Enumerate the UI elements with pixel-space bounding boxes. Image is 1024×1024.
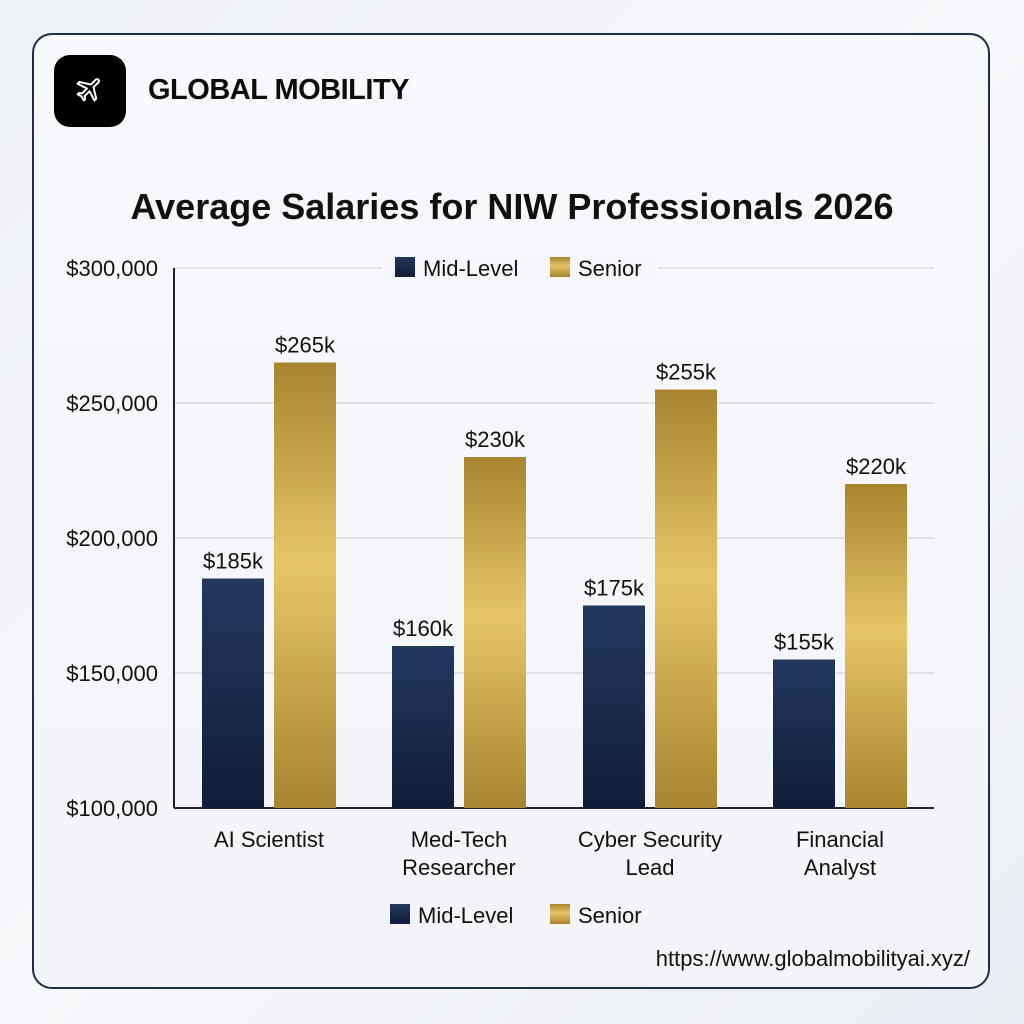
- x-tick-label: Lead: [626, 855, 675, 880]
- legend-label: Mid-Level: [423, 256, 518, 281]
- legend-label: Senior: [578, 256, 642, 281]
- x-tick-label: AI Scientist: [214, 827, 324, 852]
- bar-senior: [655, 389, 717, 808]
- data-label: $175k: [584, 576, 645, 601]
- bar-senior: [845, 484, 907, 808]
- bar-senior: [274, 362, 336, 808]
- legend-swatch-mid-level: [395, 257, 415, 277]
- legend-label: Mid-Level: [418, 903, 513, 928]
- bar-mid-level: [583, 605, 645, 808]
- legend-swatch-mid-level: [390, 904, 410, 924]
- x-tick-label: Analyst: [804, 855, 876, 880]
- data-label: $155k: [774, 630, 835, 655]
- brand-logo: [54, 55, 126, 127]
- x-tick-label: Researcher: [402, 855, 516, 880]
- bar-senior: [464, 457, 526, 808]
- data-label: $160k: [393, 616, 454, 641]
- y-tick-label: $150,000: [66, 661, 158, 686]
- x-tick-label: Med-Tech: [411, 827, 508, 852]
- legend-label: Senior: [578, 903, 642, 928]
- y-tick-label: $100,000: [66, 796, 158, 821]
- data-label: $255k: [656, 360, 717, 385]
- x-tick-label: Cyber Security: [578, 827, 722, 852]
- bar-mid-level: [392, 646, 454, 808]
- data-label: $230k: [465, 427, 526, 452]
- chart-title: Average Salaries for NIW Professionals 2…: [130, 186, 894, 227]
- bar-mid-level: [202, 578, 264, 808]
- data-label: $265k: [275, 333, 336, 358]
- airplane-icon: [75, 74, 105, 109]
- data-label: $220k: [846, 454, 907, 479]
- data-label: $185k: [203, 549, 264, 574]
- legend-swatch-senior: [550, 904, 570, 924]
- brand-name: GLOBAL MOBILITY: [148, 74, 410, 106]
- legend-swatch-senior: [550, 257, 570, 277]
- legend-background: [382, 252, 658, 284]
- bar-mid-level: [773, 659, 835, 808]
- x-tick-label: Financial: [796, 827, 884, 852]
- y-tick-label: $200,000: [66, 526, 158, 551]
- y-tick-label: $250,000: [66, 391, 158, 416]
- source-url[interactable]: https://www.globalmobilityai.xyz/: [655, 946, 970, 971]
- y-tick-label: $300,000: [66, 256, 158, 281]
